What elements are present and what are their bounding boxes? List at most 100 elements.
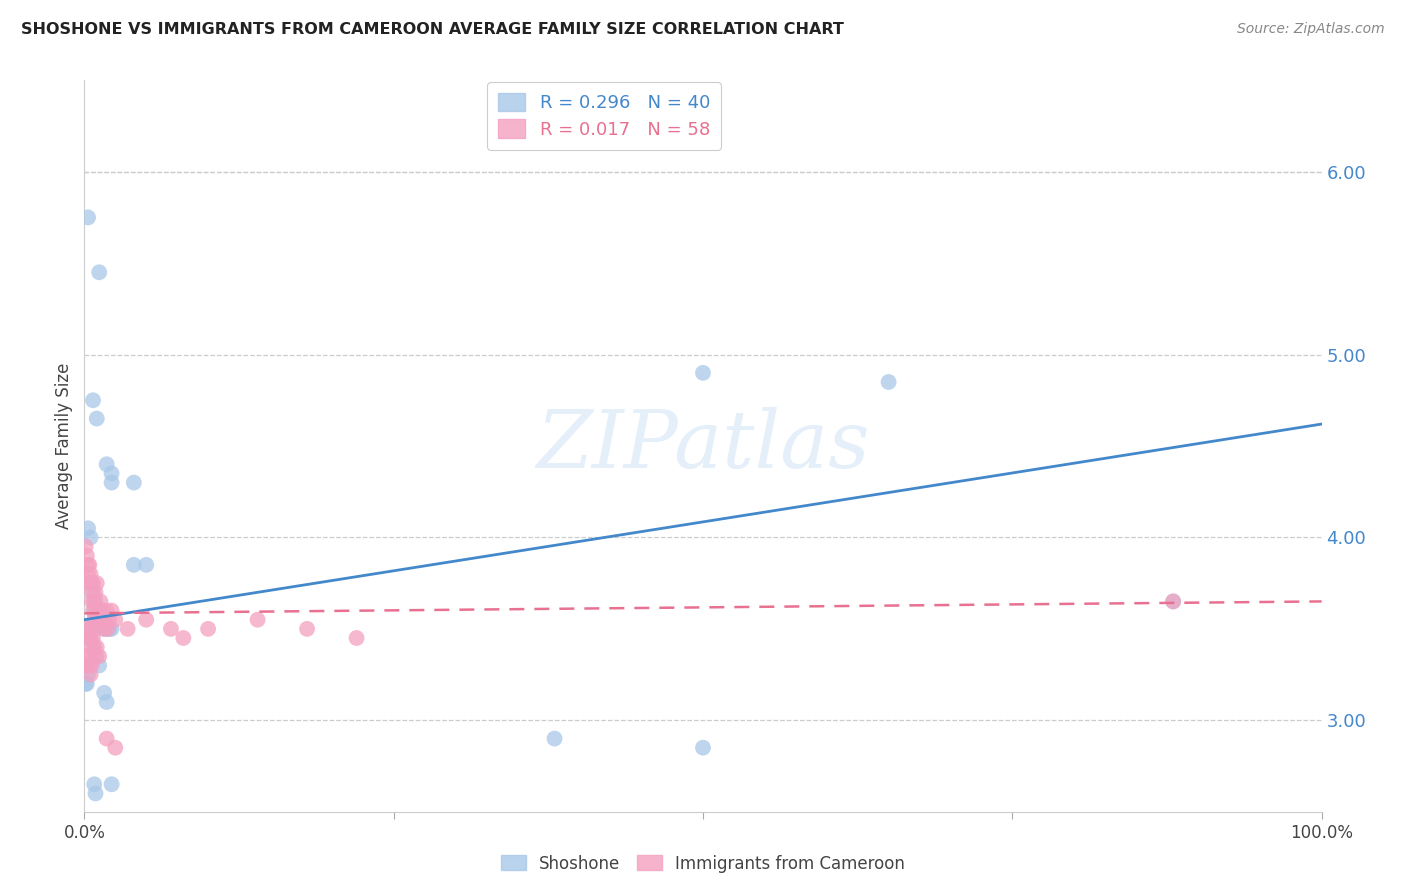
Point (692, 740, 714, 755)
Point (80, 585, 103, 599)
Point (122, 558, 145, 572)
Point (77, 622, 100, 636)
Point (79, 658, 101, 673)
Point (197, 622, 219, 636)
Point (172, 631, 194, 645)
Point (100, 622, 122, 636)
Point (84, 649, 107, 664)
Point (100, 777, 122, 791)
Point (83, 604, 105, 618)
Point (93, 622, 115, 636)
Point (84, 622, 107, 636)
Point (104, 613, 127, 627)
Point (135, 613, 157, 627)
Point (93, 622, 115, 636)
Point (80, 640, 103, 655)
Point (79, 667, 101, 681)
Point (89, 594, 111, 608)
Point (100, 604, 122, 618)
Point (83, 640, 105, 655)
Point (79, 530, 101, 544)
Point (77, 631, 100, 645)
Point (98, 613, 121, 627)
Point (96, 622, 118, 636)
Point (79, 576, 101, 591)
Point (84, 585, 107, 599)
Point (77, 667, 100, 681)
Point (79, 631, 101, 645)
Point (84, 594, 107, 608)
Point (86, 604, 108, 618)
Point (692, 366, 714, 380)
Point (77, 567, 100, 582)
Point (93, 686, 115, 700)
Point (75, 677, 97, 691)
Point (89, 265, 111, 279)
Point (82, 393, 104, 408)
Point (80, 594, 103, 608)
Text: Source: ZipAtlas.com: Source: ZipAtlas.com (1237, 22, 1385, 37)
Point (86, 604, 108, 618)
Point (90, 604, 112, 618)
Point (97, 622, 120, 636)
Point (80, 658, 103, 673)
Legend: R = 0.296   N = 40, R = 0.017   N = 58: R = 0.296 N = 40, R = 0.017 N = 58 (488, 82, 721, 150)
Point (77, 649, 100, 664)
Point (83, 594, 105, 608)
Point (96, 458, 118, 472)
Point (82, 604, 104, 618)
Point (79, 622, 101, 636)
Point (117, 622, 139, 636)
Point (135, 558, 157, 572)
Point (77, 631, 100, 645)
Point (79, 631, 101, 645)
Point (82, 576, 104, 591)
Point (75, 649, 97, 664)
Point (82, 631, 104, 645)
Point (96, 731, 118, 746)
Point (246, 613, 269, 627)
Point (77, 558, 100, 572)
Point (76, 631, 98, 645)
Point (96, 695, 118, 709)
Point (79, 576, 101, 591)
Point (96, 604, 118, 618)
Point (83, 640, 105, 655)
Point (346, 631, 368, 645)
Point (76, 658, 98, 673)
Point (76, 677, 98, 691)
Point (86, 576, 108, 591)
Point (79, 567, 101, 582)
Point (100, 467, 122, 481)
Point (87, 613, 110, 627)
Point (79, 558, 101, 572)
Point (82, 585, 104, 599)
Point (86, 649, 108, 664)
Y-axis label: Average Family Size: Average Family Size (55, 363, 73, 529)
Point (89, 604, 111, 618)
Text: ZIPatlas: ZIPatlas (536, 408, 870, 484)
Point (104, 740, 127, 755)
Point (77, 211, 100, 225)
Point (83, 613, 105, 627)
Point (295, 622, 318, 636)
Point (79, 622, 101, 636)
Point (76, 658, 98, 673)
Legend: Shoshone, Immigrants from Cameroon: Shoshone, Immigrants from Cameroon (494, 848, 912, 880)
Point (91, 613, 114, 627)
Point (76, 622, 98, 636)
Point (75, 540, 97, 554)
Point (77, 521, 100, 535)
Point (94, 613, 117, 627)
Point (86, 411, 108, 425)
Point (89, 658, 111, 673)
Point (100, 475, 122, 490)
Point (1161, 594, 1184, 608)
Point (89, 613, 111, 627)
Point (122, 475, 145, 490)
Point (89, 604, 111, 618)
Point (83, 777, 105, 791)
Point (91, 613, 114, 627)
Point (543, 731, 565, 746)
Point (160, 622, 183, 636)
